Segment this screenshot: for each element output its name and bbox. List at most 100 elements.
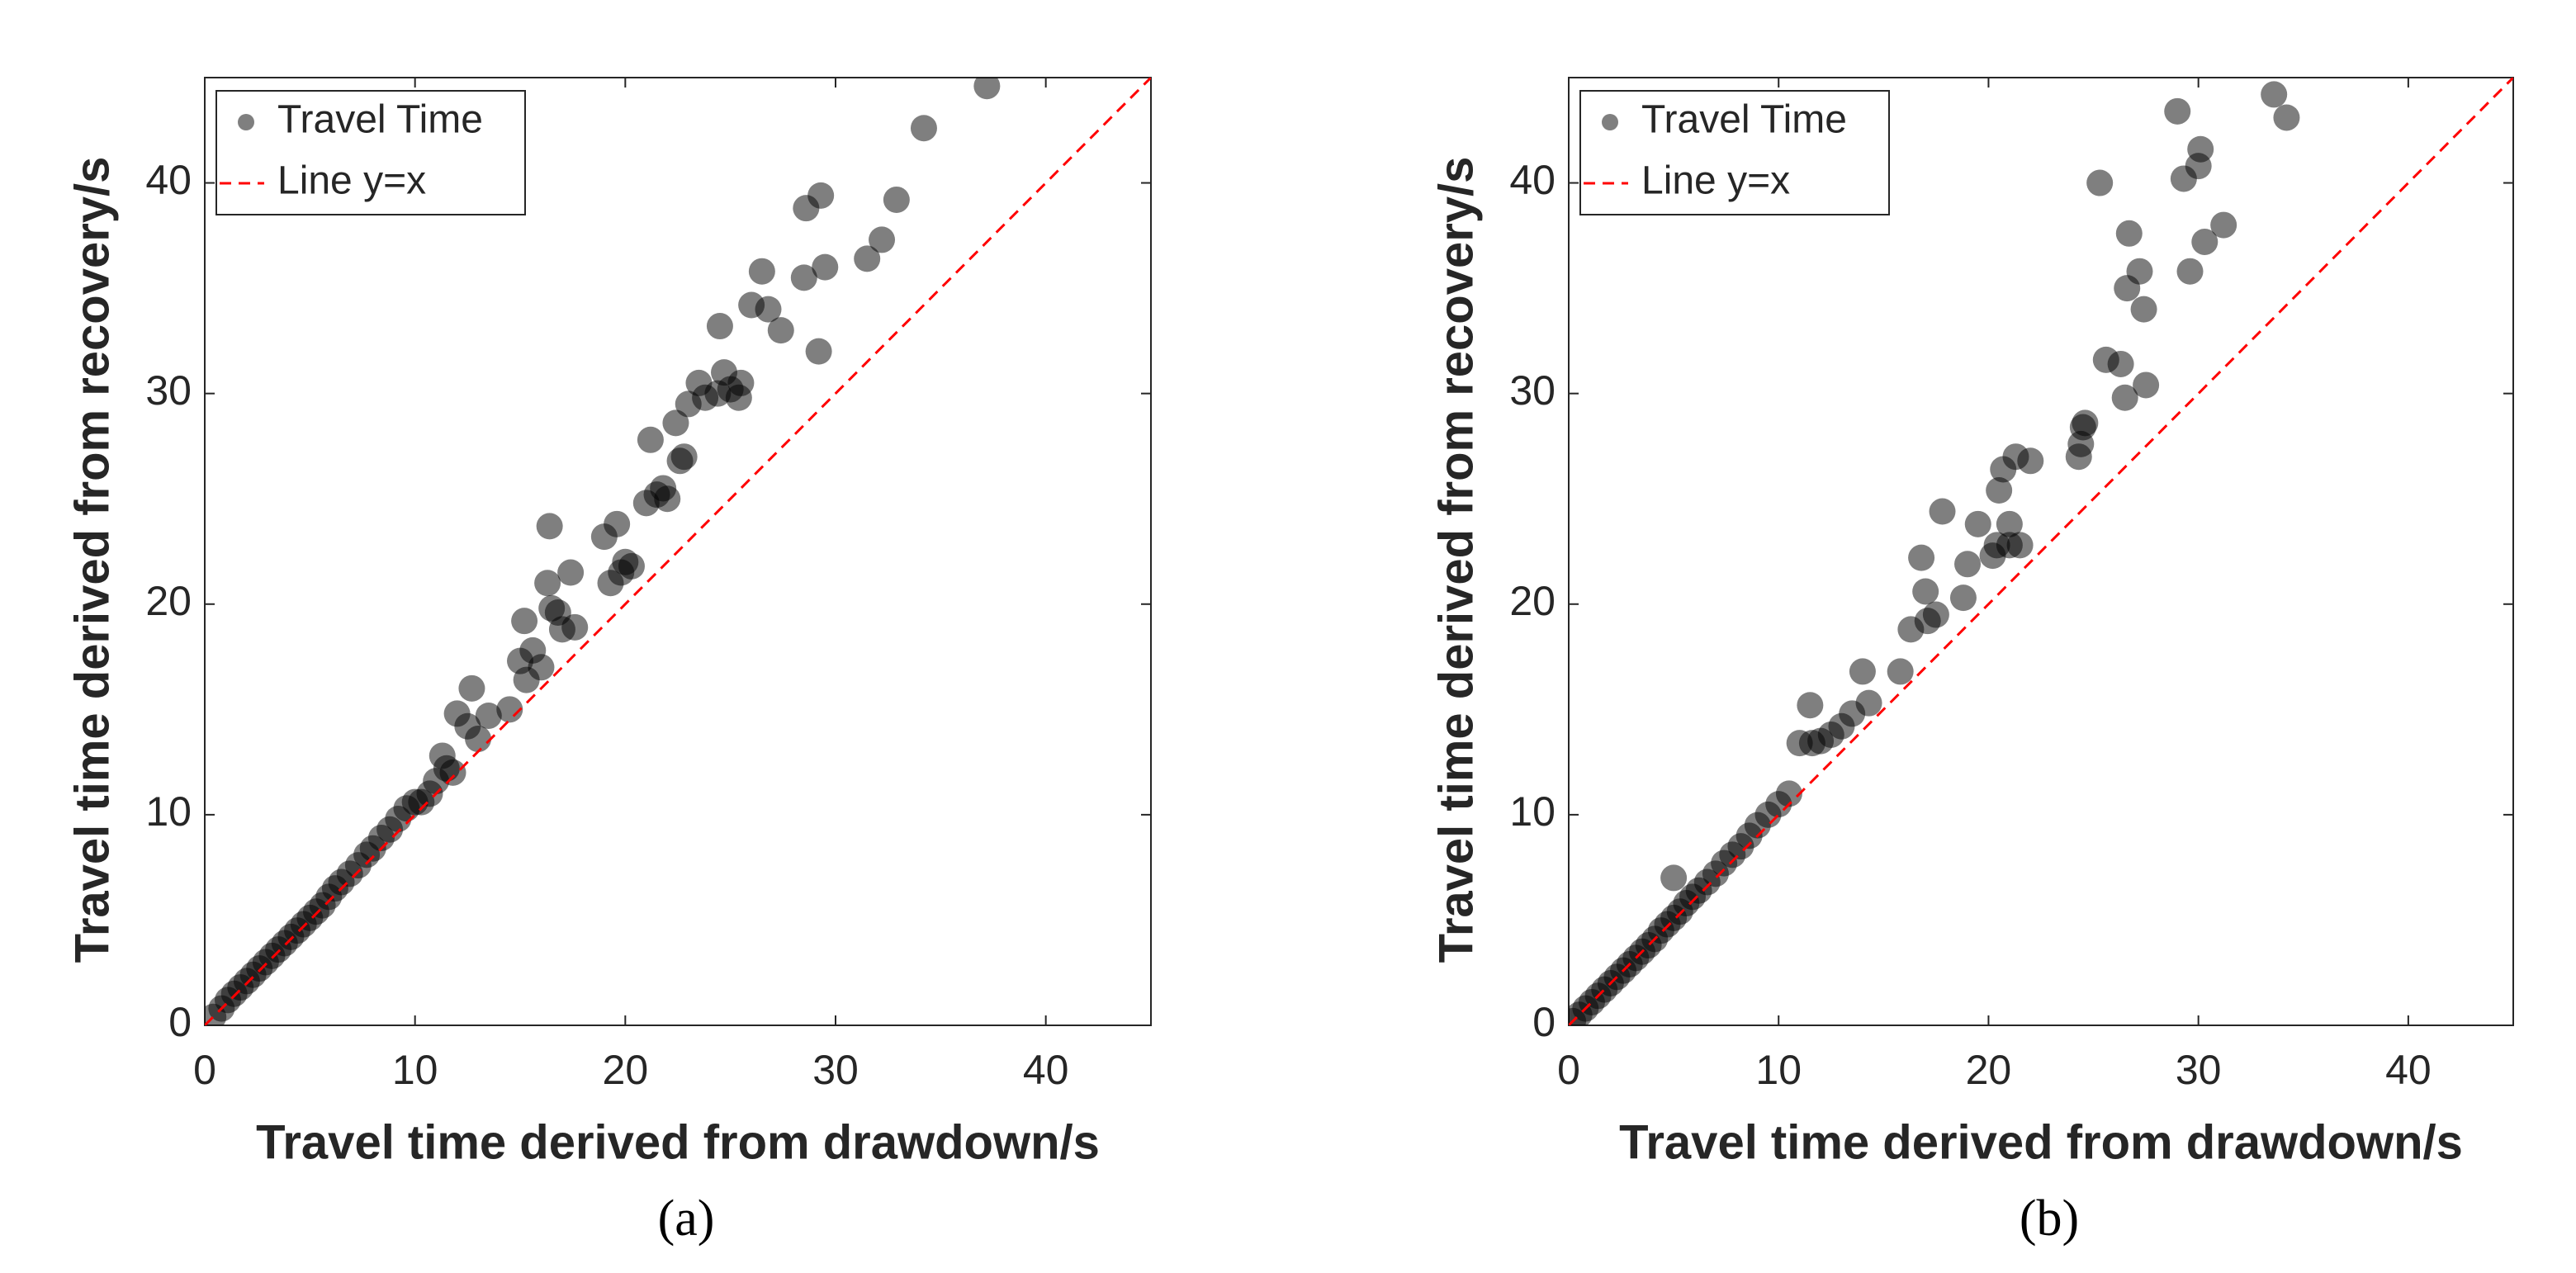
y-tick-label: 30 (145, 367, 192, 414)
point (618, 552, 645, 580)
y-tick-label: 10 (145, 788, 192, 835)
y-tick-label: 40 (145, 157, 192, 203)
point (561, 613, 589, 641)
point (2111, 384, 2138, 411)
point (2072, 409, 2099, 437)
point (458, 674, 485, 702)
point (1908, 544, 1935, 571)
point (1929, 498, 1956, 525)
point (475, 702, 502, 729)
point (910, 115, 937, 142)
x-tick-label: 0 (193, 1047, 216, 1093)
point (2176, 258, 2204, 285)
point (869, 226, 896, 253)
y-tick-label: 10 (1509, 788, 1556, 835)
point (604, 510, 631, 537)
point (2115, 220, 2143, 247)
y-tick-label: 20 (1509, 578, 1556, 624)
point (748, 258, 775, 285)
x-tick-label: 40 (2385, 1047, 2432, 1093)
point (465, 726, 492, 753)
y-tick-label: 0 (168, 999, 192, 1045)
point (1887, 658, 1914, 685)
y-tick-label: 40 (1509, 157, 1556, 203)
point (557, 559, 585, 586)
point (2191, 228, 2218, 255)
x-axis-label: Travel time derived from drawdown/s (256, 1115, 1100, 1169)
point (439, 759, 466, 786)
point (883, 186, 910, 213)
panel: 0 10 20 30 40 0 10 20 30 40 Travel Time Line y=x Tra… (65, 77, 1152, 1247)
caption: (b) (2020, 1190, 2079, 1247)
point (2017, 447, 2044, 475)
point (496, 696, 523, 723)
point (511, 608, 538, 635)
point (1660, 864, 1688, 892)
point (1855, 689, 1882, 717)
point (1996, 510, 2023, 537)
caption: (a) (658, 1190, 715, 1247)
x-tick-label: 30 (812, 1047, 859, 1093)
point (2133, 371, 2160, 399)
point (536, 513, 563, 540)
point (1986, 477, 2013, 504)
x-tick-label: 30 (2176, 1047, 2222, 1093)
point (534, 570, 561, 597)
point (755, 296, 782, 323)
point (528, 654, 555, 681)
point (1954, 551, 1982, 578)
point (1797, 692, 1824, 719)
point (1775, 780, 1802, 807)
point (2164, 97, 2191, 125)
y-axis-label: Travel time derived from recovery/s (65, 157, 119, 963)
point (706, 313, 733, 340)
point (2006, 532, 2034, 559)
y-tick-label: 30 (1509, 367, 1556, 414)
plot-area (205, 78, 1151, 1025)
point (854, 245, 881, 272)
point (727, 369, 755, 396)
legend-box (1579, 90, 1890, 215)
plot-area (1569, 78, 2513, 1025)
point (2261, 81, 2288, 108)
point (1922, 601, 1949, 628)
x-tick-label: 10 (1755, 1047, 1802, 1093)
legend-label: Line y=x (277, 159, 426, 203)
x-tick-label: 20 (1966, 1047, 2012, 1093)
legend-marker (1602, 114, 1618, 130)
y-axis-label: Travel time derived from recovery/s (1429, 157, 1483, 963)
x-tick-label: 10 (392, 1047, 438, 1093)
point (1849, 658, 1876, 685)
legend-marker (238, 114, 254, 130)
point (654, 485, 681, 513)
point (637, 426, 664, 453)
point (805, 338, 832, 365)
legend-label: Travel Time (1641, 98, 1847, 142)
point (670, 443, 698, 471)
point (2210, 211, 2237, 239)
reference-line (1569, 78, 2513, 1025)
y-tick-label: 20 (145, 578, 192, 624)
point (973, 78, 1001, 100)
point (2086, 169, 2114, 196)
legend-label: Travel Time (277, 98, 483, 142)
reference-line (205, 78, 1151, 1025)
point (790, 264, 817, 291)
point (807, 182, 835, 209)
legend-box (215, 90, 526, 215)
x-axis-label: Travel time derived from drawdown/s (1619, 1115, 2463, 1169)
point (2273, 104, 2300, 131)
point (767, 317, 794, 344)
x-tick-label: 40 (1023, 1047, 1069, 1093)
point (2130, 296, 2157, 323)
point (662, 409, 689, 437)
point (1964, 510, 1991, 537)
x-tick-label: 0 (1557, 1047, 1580, 1093)
x-tick-label: 20 (603, 1047, 649, 1093)
point (1949, 584, 1977, 612)
point (2126, 258, 2153, 285)
point (812, 253, 839, 281)
panel: 0 10 20 30 40 0 10 20 30 40 Travel Time Line y=x Tra… (1429, 77, 2514, 1247)
legend-label: Line y=x (1641, 159, 1790, 203)
